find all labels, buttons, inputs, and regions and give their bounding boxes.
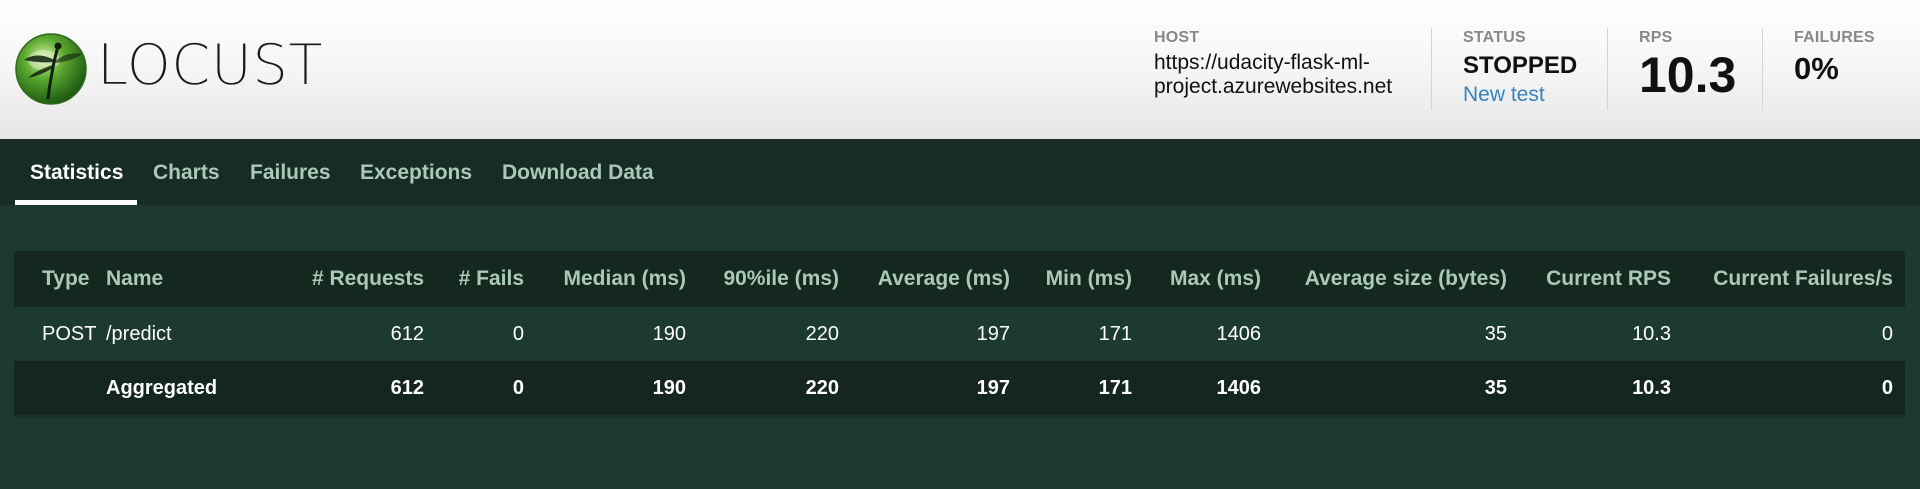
cell-median: 190: [652, 322, 686, 345]
table-header-row: Type Name # Requests # Fails Median (ms)…: [14, 251, 1905, 307]
tab-exceptions[interactable]: Exceptions: [360, 161, 473, 184]
cell-average-size: 35: [1484, 376, 1507, 399]
cell-90ile: 220: [805, 376, 839, 399]
failures-label: FAILURES: [1794, 29, 1875, 46]
column-header-average[interactable]: Average (ms): [877, 267, 1010, 290]
cell-fails: 0: [512, 322, 524, 345]
failures-value: 0%: [1794, 51, 1839, 86]
cell-requests: 612: [390, 376, 424, 399]
column-header-max[interactable]: Max (ms): [1169, 267, 1261, 290]
new-test-link[interactable]: New test: [1463, 83, 1545, 106]
cell-type: POST: [42, 322, 97, 345]
cell-requests: 612: [390, 322, 424, 345]
tab-statistics[interactable]: Statistics: [30, 161, 124, 184]
active-tab-indicator: [15, 200, 137, 205]
column-header-current-rps[interactable]: Current RPS: [1546, 267, 1671, 290]
status-label: STATUS: [1463, 29, 1526, 46]
tab-download-data[interactable]: Download Data: [502, 161, 654, 184]
locust-logo[interactable]: LOCUST: [14, 32, 344, 107]
cell-90ile: 220: [805, 322, 839, 345]
rps-stat: RPS 10.3: [1639, 29, 1736, 100]
column-header-90ile[interactable]: 90%ile (ms): [723, 267, 839, 290]
cell-max: 1406: [1216, 376, 1262, 399]
cell-name: /predict: [106, 322, 172, 345]
aggregated-row: Aggregated 612 0 190 220 197 171 1406 35…: [14, 361, 1905, 415]
failures-stat: FAILURES 0%: [1794, 29, 1875, 87]
cell-max: 1406: [1216, 322, 1262, 345]
cell-type: [42, 361, 106, 415]
column-header-min[interactable]: Min (ms): [1045, 267, 1132, 290]
header-divider: [1607, 28, 1608, 110]
cell-fails: 0: [512, 376, 524, 399]
cell-average: 197: [976, 376, 1010, 399]
column-header-current-failures[interactable]: Current Failures/s: [1713, 267, 1893, 290]
cell-min: 171: [1098, 322, 1132, 345]
rps-value: 10.3: [1639, 47, 1737, 103]
column-header-fails[interactable]: # Fails: [458, 267, 524, 290]
header-divider: [1431, 28, 1432, 110]
statistics-table: Type Name # Requests # Fails Median (ms)…: [14, 251, 1905, 418]
host-value: https://udacity-flask-ml-project.azurewe…: [1154, 51, 1393, 98]
host-label: HOST: [1154, 29, 1200, 46]
cell-name: Aggregated: [106, 376, 218, 399]
locust-logo-icon: [15, 33, 87, 105]
tab-bar: Statistics Charts Failures Exceptions Do…: [0, 139, 1920, 205]
column-header-requests[interactable]: # Requests: [311, 267, 424, 290]
tab-failures[interactable]: Failures: [250, 161, 331, 184]
column-header-name[interactable]: Name: [106, 267, 164, 290]
cell-average-size: 35: [1484, 322, 1507, 345]
host-stat: HOST https://udacity-flask-ml-project.az…: [1154, 29, 1444, 99]
column-header-type[interactable]: Type: [42, 267, 90, 290]
brand-name: LOCUST: [97, 33, 324, 98]
cell-current-rps: 10.3: [1632, 376, 1671, 399]
cell-average: 197: [976, 322, 1010, 345]
rps-label: RPS: [1639, 29, 1673, 46]
cell-current-rps: 10.3: [1632, 322, 1671, 345]
top-header: LOCUST HOST https://udacity-flask-ml-pro…: [0, 0, 1920, 139]
cell-min: 171: [1098, 376, 1132, 399]
column-header-median[interactable]: Median (ms): [563, 267, 686, 290]
cell-current-failures: 0: [1881, 322, 1893, 345]
column-header-average-size[interactable]: Average size (bytes): [1304, 267, 1507, 290]
header-divider: [1762, 28, 1763, 110]
tab-charts[interactable]: Charts: [153, 161, 220, 184]
cell-median: 190: [652, 376, 686, 399]
status-value: STOPPED: [1463, 52, 1578, 79]
table-row: POST /predict 612 0 190 220 197 171 1406…: [14, 307, 1905, 361]
status-stat: STATUS STOPPED New test: [1463, 29, 1577, 107]
cell-current-failures: 0: [1881, 376, 1893, 399]
